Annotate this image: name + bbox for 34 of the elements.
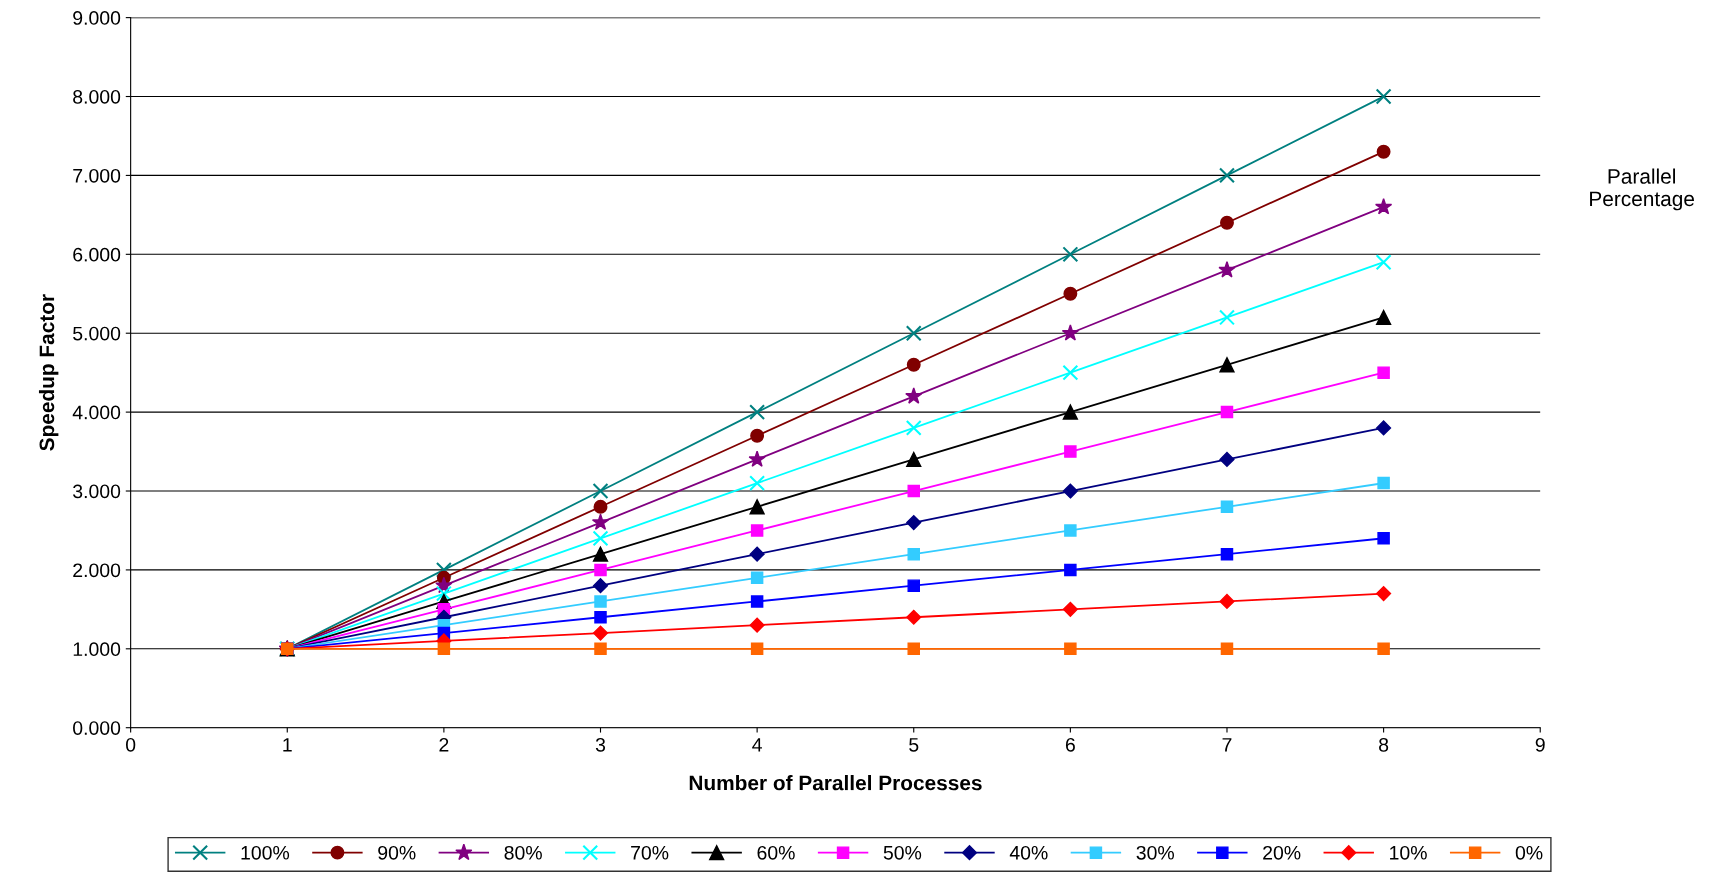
legend-label: 100%	[241, 845, 290, 860]
x-tick-label: 3	[595, 737, 606, 752]
y-axis-title: Speedup Factor	[38, 294, 59, 451]
legend-title: Parallel Percentage	[1590, 168, 1694, 211]
x-tick-label: 5	[909, 738, 919, 752]
y-tick-label: 1.000	[73, 642, 121, 657]
legend-label: 0%	[1515, 845, 1543, 860]
x-axis-title: Number of Parallel Processes	[689, 775, 982, 791]
x-tick-label: 4	[752, 738, 762, 752]
legend-label: 50%	[883, 845, 922, 860]
legend-label: 80%	[504, 845, 542, 860]
y-tick-label: 8.000	[73, 89, 121, 104]
x-tick-label: 1	[283, 738, 292, 752]
x-tick-label: 9	[1535, 737, 1545, 752]
y-tick-label: 6.000	[73, 247, 121, 262]
legend-label: 40%	[1009, 845, 1048, 860]
legend-label: 60%	[757, 845, 795, 860]
y-tick-label: 3.000	[73, 484, 121, 499]
x-tick-label: 8	[1379, 737, 1389, 752]
y-tick-label: 7.000	[73, 168, 121, 183]
x-tick-label: 2	[439, 737, 449, 752]
legend-label: 10%	[1390, 845, 1427, 860]
y-tick-label: 0.000	[73, 721, 121, 735]
x-tick-label: 6	[1065, 737, 1075, 752]
legend-label: 90%	[378, 845, 416, 860]
y-tick-label: 9.000	[73, 11, 121, 25]
legend-label: 20%	[1263, 845, 1301, 860]
y-tick-label: 4.000	[72, 405, 121, 420]
legend-label: 70%	[631, 845, 669, 860]
x-tick-label: 7	[1222, 738, 1232, 752]
legend-label: 30%	[1136, 845, 1174, 860]
y-tick-label: 5.000	[73, 326, 121, 341]
x-tick-label: 0	[126, 737, 136, 752]
y-tick-label: 2.000	[73, 563, 121, 578]
